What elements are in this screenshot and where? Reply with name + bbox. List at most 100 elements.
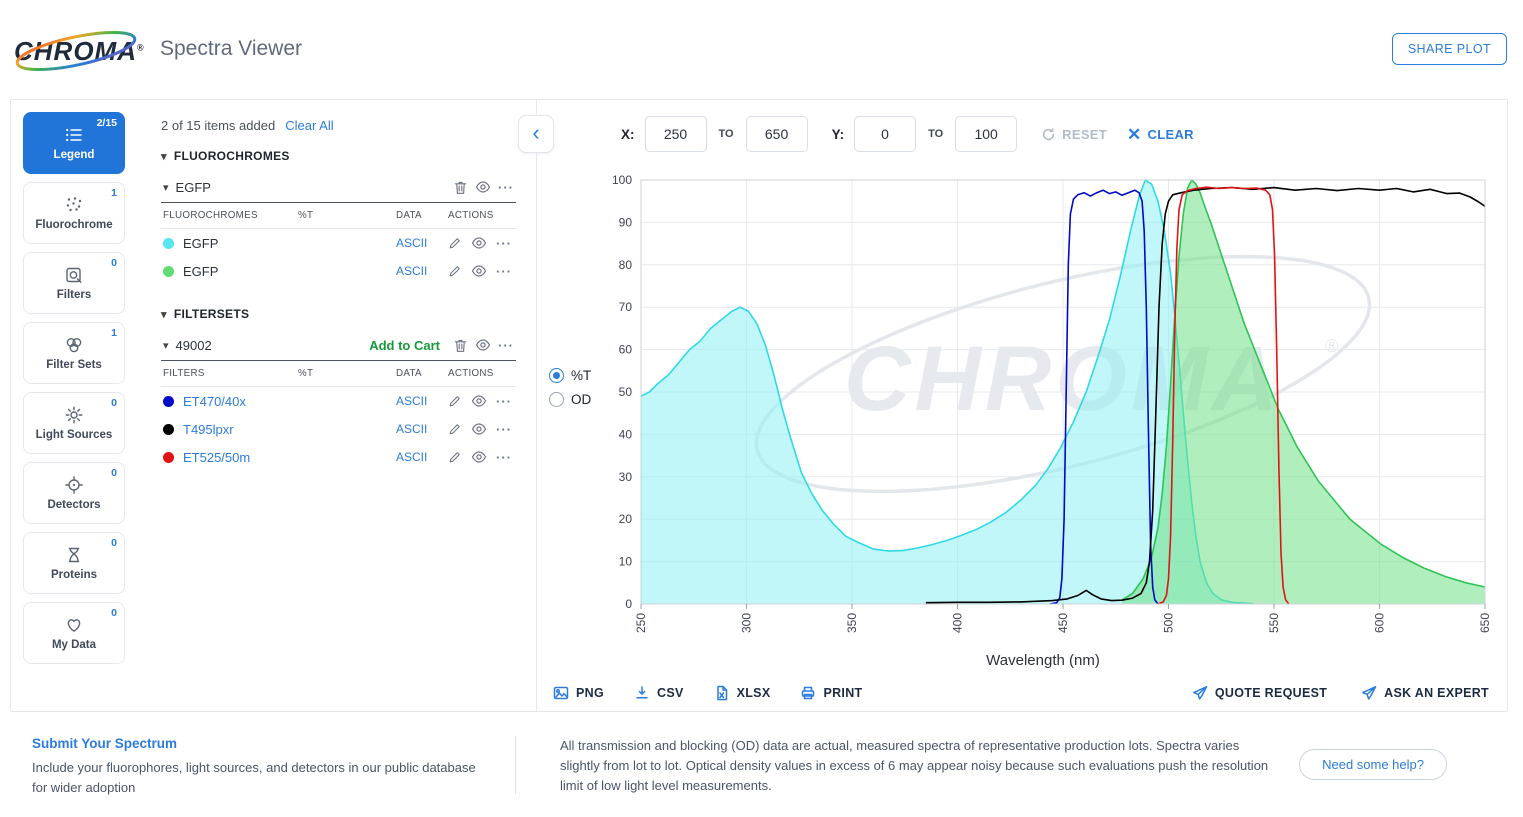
detectors-count-badge: 0 [111,467,117,479]
group-name: 49002 [175,337,212,353]
svg-text:20: 20 [619,512,633,526]
export-png-button[interactable]: PNG [553,685,604,701]
ascii-data-link[interactable]: ASCII [396,236,428,250]
svg-text:50: 50 [619,385,633,399]
sidebar-rail: 2/15 Legend 1 Fluorochrome [11,100,137,711]
pencil-icon[interactable] [448,422,462,436]
percent-t-radio[interactable]: %T [549,368,591,383]
close-icon: ✕ [1127,124,1142,144]
sidebar-item-filter-sets[interactable]: 1 Filter Sets [23,322,125,384]
svg-text:100: 100 [612,174,632,187]
tool-label: CSV [657,686,684,700]
download-icon [636,686,648,699]
eye-icon[interactable] [471,449,487,465]
more-options-icon[interactable]: ··· [496,263,512,279]
ascii-data-link[interactable]: ASCII [396,450,428,464]
chroma-logo[interactable]: CHROMA® [14,26,144,74]
filter-name-link[interactable]: ET525/50m [183,449,251,465]
tool-label: ASK AN EXPERT [1384,686,1489,700]
ascii-data-link[interactable]: ASCII [396,394,428,408]
submit-spectrum-description: Include your fluorophores, light sources… [32,760,476,796]
chevron-left-icon: ‹ [532,120,540,145]
paper-plane-icon [1362,686,1377,700]
submit-spectrum-link[interactable]: Submit Your Spectrum [32,736,178,751]
series-color-dot [163,237,174,249]
eye-icon[interactable] [475,179,491,195]
proteins-count-badge: 0 [111,537,117,549]
filters-count-badge: 0 [111,257,117,269]
fluorochromes-section-header[interactable]: ▾ FLUOROCHROMES [161,149,516,163]
ask-an-expert-button[interactable]: ASK AN EXPERT [1361,685,1489,701]
eye-icon[interactable] [475,337,491,353]
share-plot-button[interactable]: SHARE PLOT [1391,33,1507,65]
sidebar-item-my-data[interactable]: 0 My Data [23,602,125,664]
table-row: T495lpxr ASCII ··· [161,415,516,443]
quote-request-button[interactable]: QUOTE REQUEST [1192,685,1327,701]
fluorochrome-dots-icon [66,197,82,212]
eye-icon[interactable] [471,235,487,251]
clear-button[interactable]: ✕ CLEAR [1127,126,1194,143]
clear-all-link[interactable]: Clear All [285,118,334,133]
light-sources-count-badge: 0 [111,397,117,409]
x-max-input[interactable] [745,116,808,152]
sidebar-item-fluorochrome[interactable]: 1 Fluorochrome [23,182,125,244]
y-max-input[interactable] [955,116,1018,152]
legend-count-badge: 2/15 [96,117,117,129]
footer-divider [515,736,516,794]
add-to-cart-link[interactable]: Add to Cart [369,337,440,353]
more-options-icon[interactable]: ··· [496,235,512,251]
sidebar-item-legend[interactable]: 2/15 Legend [23,112,125,174]
eye-icon[interactable] [471,263,487,279]
data-disclaimer-text: All transmission and blocking (OD) data … [560,738,1269,794]
svg-text:40: 40 [619,427,633,441]
fluorochrome-count-badge: 1 [111,187,117,199]
axis-range-controls: X: TO Y: TO RESET ✕ CLEAR [621,116,1194,152]
eye-icon[interactable] [471,393,487,409]
table-row: ET525/50m ASCII ··· [161,443,516,471]
series-color-dot [163,451,174,463]
export-csv-button[interactable]: CSV [634,685,684,701]
sidebar-item-proteins[interactable]: 0 Proteins [23,532,125,594]
svg-text:®: ® [1325,336,1338,356]
reset-button[interactable]: RESET [1041,127,1107,142]
x-axis-title: Wavelength (nm) [986,652,1100,669]
filterset-49002-group-row[interactable]: ▾ 49002 Add to Cart ··· [161,331,516,361]
y-min-input[interactable] [854,116,917,152]
rail-label: Fluorochrome [35,219,113,231]
fluorochrome-name: EGFP [183,263,219,279]
eye-icon[interactable] [471,421,487,437]
egfp-group-row[interactable]: ▾ EGFP ··· [161,173,516,203]
pencil-icon[interactable] [448,236,462,250]
tool-label: PRINT [823,686,863,700]
sidebar-item-light-sources[interactable]: 0 Light Sources [23,392,125,454]
pencil-icon[interactable] [448,264,462,278]
sidebar-item-detectors[interactable]: 0 Detectors [23,462,125,524]
od-radio[interactable]: OD [549,392,591,407]
filtersets-section-header[interactable]: ▾ FILTERSETS [161,307,516,321]
more-options-icon[interactable]: ··· [496,449,512,465]
pencil-icon[interactable] [448,394,462,408]
pencil-icon[interactable] [448,450,462,464]
trash-icon[interactable] [453,338,468,353]
chart-panel: ‹ X: TO Y: TO RESET ✕ CLE [518,100,1507,711]
need-help-button[interactable]: Need some help? [1299,749,1447,780]
x-min-input[interactable] [644,116,707,152]
sidebar-item-filters[interactable]: 0 Filters [23,252,125,314]
more-options-icon[interactable]: ··· [498,337,514,353]
trash-icon[interactable] [453,180,468,195]
ascii-data-link[interactable]: ASCII [396,264,428,278]
more-options-icon[interactable]: ··· [496,421,512,437]
svg-text:400: 400 [951,613,965,633]
tool-label: PNG [576,686,604,700]
ascii-data-link[interactable]: ASCII [396,422,428,436]
export-xlsx-button[interactable]: XLSX [714,685,771,701]
filter-name-link[interactable]: ET470/40x [183,393,246,409]
filter-name-link[interactable]: T495lpxr [183,421,234,437]
filter-sets-venn-icon [66,338,82,353]
print-button[interactable]: PRINT [800,685,862,701]
svg-text:450: 450 [1056,613,1070,633]
more-options-icon[interactable]: ··· [498,179,514,195]
collapse-panel-button[interactable]: ‹ [518,115,554,153]
more-options-icon[interactable]: ··· [496,393,512,409]
